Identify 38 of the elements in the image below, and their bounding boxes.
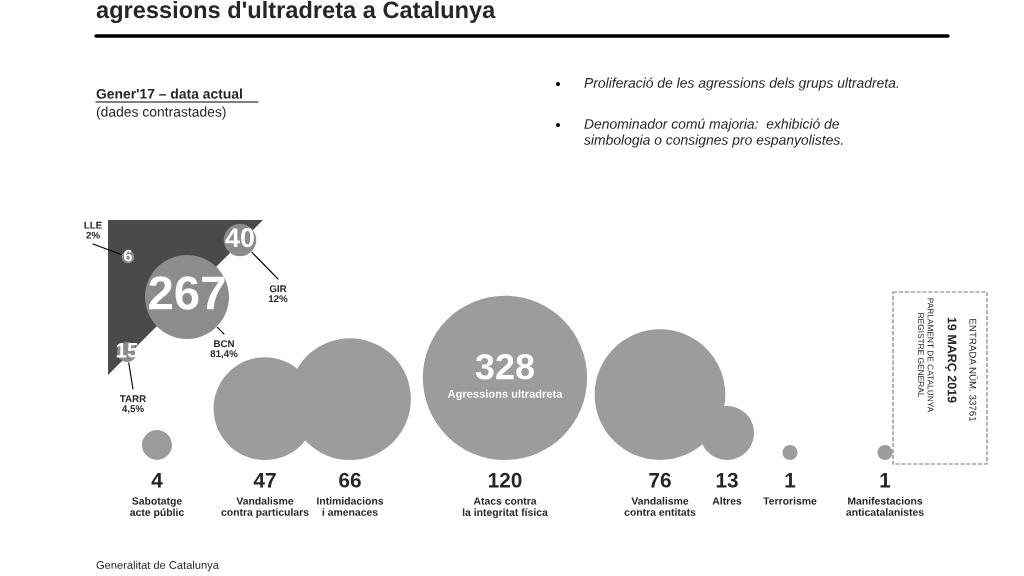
- text: 12%: [268, 295, 288, 303]
- data-label: 1: [785, 473, 796, 488]
- text: ENTRADA NÚM. 33761: [969, 319, 978, 422]
- category-label: Sabotatge acte públic: [130, 497, 184, 519]
- text: Proliferació de les agressions dels grups ultradreta.: [584, 77, 899, 91]
- category-label: Atacs contra la integritat física: [462, 497, 548, 519]
- data-label: 47: [253, 473, 276, 488]
- text: (dades contrastades): [96, 106, 226, 120]
- category-label: Altres: [712, 497, 742, 505]
- text: PARLAMENT DE CATALUNYA REGISTRE GENERAL: [917, 298, 934, 413]
- category-label: Vandalisme contra particulars: [221, 497, 309, 518]
- data-label: 120: [488, 472, 522, 488]
- data-label: 40: [225, 228, 254, 248]
- category-label: Vandalisme contra entitats: [624, 497, 696, 516]
- data-label: 6: [123, 249, 133, 262]
- category-label: Manifestacions anticatalanistes: [846, 497, 924, 516]
- text: Gener'17 – data actual: [96, 88, 242, 99]
- category-label: LLE: [84, 221, 102, 229]
- category-label: BCN: [214, 340, 234, 348]
- text: 2%: [86, 231, 100, 239]
- data-label: 13: [716, 472, 738, 488]
- text: agressions d'ultradreta a Catalunya: [96, 0, 496, 24]
- data-label: 66: [339, 472, 361, 488]
- text: Denominador comú majoria: exhibició de simbologia o consignes pro espanyolistes.: [584, 118, 843, 148]
- text: 19 MARÇ 2019: [945, 317, 957, 403]
- text: Agressions ultradreta: [447, 389, 563, 401]
- text: 81,4%: [210, 350, 238, 359]
- data-label: 76: [649, 472, 671, 488]
- category-label: Terrorisme: [763, 497, 817, 505]
- text: 4,5%: [122, 405, 144, 414]
- category-label: TARR: [119, 395, 146, 403]
- text: 328: [475, 353, 535, 380]
- category-label: Intimidacions i amenaces: [317, 497, 384, 516]
- data-label: 1: [880, 473, 891, 488]
- data-label: 4: [151, 473, 163, 488]
- text: Generalitat de Catalunya: [96, 560, 219, 572]
- data-label: 267: [149, 276, 225, 310]
- category-label: GIR: [269, 285, 287, 293]
